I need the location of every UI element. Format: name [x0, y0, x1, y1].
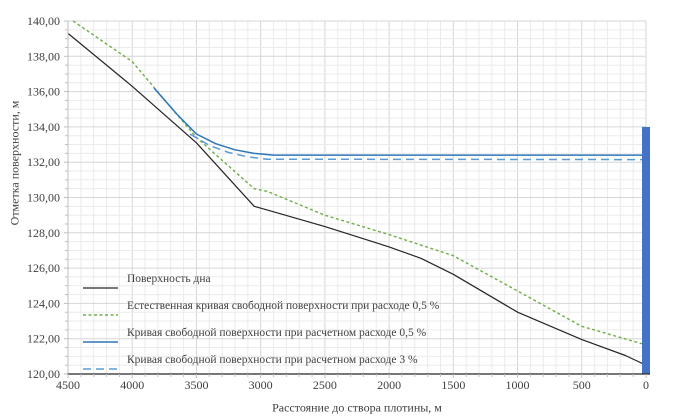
- svg-text:122,00: 122,00: [27, 332, 60, 346]
- svg-text:140,00: 140,00: [27, 14, 60, 28]
- svg-text:124,00: 124,00: [27, 296, 60, 310]
- y-axis-title: Отметка поверхности, м: [7, 100, 22, 226]
- legend-line-sample: [83, 331, 118, 343]
- legend-item: Поверхность дна: [83, 265, 439, 292]
- legend-line-sample: [83, 358, 118, 370]
- svg-text:2500: 2500: [313, 378, 337, 392]
- svg-text:1000: 1000: [506, 378, 530, 392]
- legend-item: Естественная кривая свободной поверхност…: [83, 292, 439, 319]
- svg-text:0: 0: [643, 378, 649, 392]
- legend-item: Кривая свободной поверхности при расчетн…: [83, 346, 439, 373]
- svg-text:4000: 4000: [120, 378, 144, 392]
- svg-text:134,00: 134,00: [27, 120, 60, 134]
- svg-text:128,00: 128,00: [27, 226, 60, 240]
- legend: Поверхность дна Естественная кривая своб…: [83, 265, 439, 373]
- svg-text:3000: 3000: [249, 378, 273, 392]
- svg-text:4500: 4500: [56, 378, 80, 392]
- legend-label: Кривая свободной поверхности при расчетн…: [127, 353, 418, 366]
- svg-text:126,00: 126,00: [27, 261, 60, 275]
- x-axis-title: Расстояние до створа плотины, м: [272, 400, 442, 415]
- svg-text:120,00: 120,00: [27, 367, 60, 381]
- svg-text:2000: 2000: [377, 378, 401, 392]
- svg-text:500: 500: [573, 378, 591, 392]
- svg-text:3500: 3500: [184, 378, 208, 392]
- svg-text:136,00: 136,00: [27, 85, 60, 99]
- legend-item: Кривая свободной поверхности при расчетн…: [83, 319, 439, 346]
- legend-label: Кривая свободной поверхности при расчетн…: [127, 326, 427, 339]
- legend-label: Естественная кривая свободной поверхност…: [127, 299, 440, 312]
- svg-text:130,00: 130,00: [27, 191, 60, 205]
- legend-label: Поверхность дна: [127, 272, 211, 285]
- legend-line-sample: [83, 304, 118, 316]
- svg-text:138,00: 138,00: [27, 49, 60, 63]
- legend-line-sample: [83, 277, 118, 289]
- svg-text:132,00: 132,00: [27, 155, 60, 169]
- svg-text:1500: 1500: [441, 378, 465, 392]
